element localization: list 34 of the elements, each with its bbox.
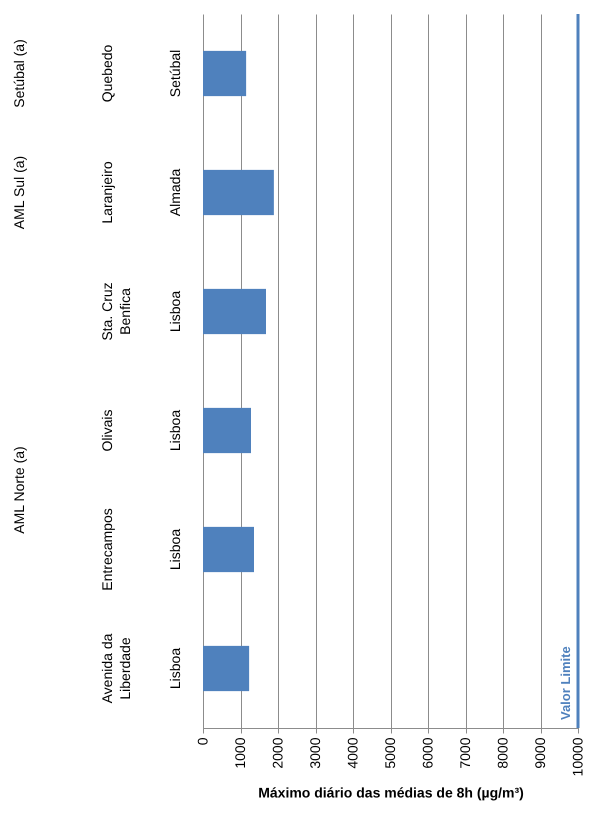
ref-line-label: Valor Limite — [558, 646, 573, 720]
x-tick-label: 3000 — [307, 737, 323, 769]
y-tick-label: Quebedo — [99, 44, 115, 102]
x-tick-label: 7000 — [457, 737, 473, 769]
text: Setúbal (a) — [11, 39, 27, 108]
x-tick-label: 1000 — [232, 737, 248, 769]
text: Almada — [167, 168, 183, 216]
bar — [203, 526, 254, 572]
x-tick-label: 5000 — [382, 737, 398, 769]
text: AML Sul (a) — [11, 156, 27, 230]
bar — [203, 288, 266, 334]
y-tick-label: Laranjeiro — [99, 161, 115, 224]
x-tick-label: 9000 — [532, 737, 548, 769]
text: AML Norte (a) — [11, 446, 27, 534]
bar — [203, 170, 274, 216]
text: Lisboa — [167, 410, 183, 452]
y-tick-label: Olivais — [99, 409, 115, 452]
text: Lisboa — [167, 290, 183, 332]
text: Lisboa — [167, 528, 183, 570]
x-tick-label: 2000 — [270, 737, 286, 769]
bar — [203, 408, 251, 454]
x-tick-label: 10000 — [570, 737, 586, 776]
text: Lisboa — [167, 648, 183, 690]
y-tick-label: Sta. Cruz Benfica — [99, 282, 133, 341]
x-tick-label: 4000 — [344, 737, 360, 769]
x-tick-label: 6000 — [420, 737, 436, 769]
x-tick-label: 0 — [194, 737, 210, 746]
bar — [203, 50, 246, 96]
y-tick-label: Entrecampos — [99, 508, 115, 591]
text: Setúbal — [167, 50, 183, 98]
x-tick-label: 8000 — [494, 737, 510, 769]
bar — [203, 646, 250, 692]
x-axis-title: Máximo diário das médias de 8h (µg/m³) — [258, 784, 524, 800]
y-tick-label: Avenida da Liberdade — [99, 633, 133, 704]
